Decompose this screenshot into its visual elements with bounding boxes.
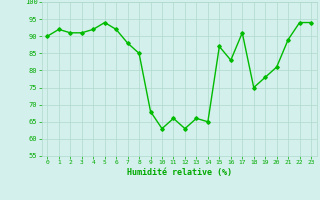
X-axis label: Humidité relative (%): Humidité relative (%) [127, 168, 232, 177]
